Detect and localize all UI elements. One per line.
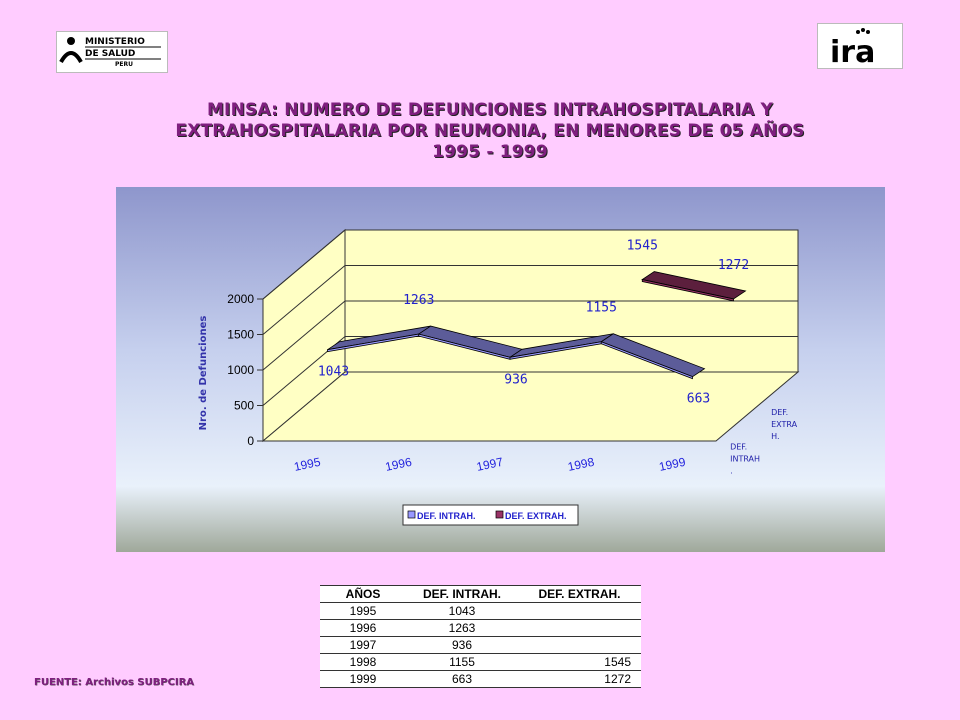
x-tick-label: 1995 (293, 455, 322, 474)
svg-text:PERU: PERU (115, 61, 133, 68)
table-cell-extrah (518, 636, 641, 654)
table-row: 1998 1155 1545 (320, 653, 641, 671)
data-table: AÑOS DEF. INTRAH. DEF. EXTRAH. 1995 1043… (320, 585, 641, 688)
svg-text:DE SALUD: DE SALUD (85, 49, 135, 59)
table-cell-intrah: 1263 (406, 619, 518, 637)
data-label: 1043 (318, 365, 349, 380)
data-label: 936 (504, 372, 527, 387)
x-tick-label: 1996 (384, 455, 413, 474)
title-line-3: 1995 - 1999 (432, 142, 548, 162)
chart-title: MINSA: NUMERO DE DEFUNCIONES INTRAHOSPIT… (110, 100, 870, 163)
legend-label: DEF. INTRAH. (417, 511, 476, 521)
table-cell-year: 1997 (320, 636, 406, 654)
table-row: 1999 663 1272 (320, 670, 641, 688)
gridline (262, 300, 798, 371)
svg-text:ira: ira (830, 35, 875, 68)
gridline (262, 336, 798, 406)
table-cell-year: 1999 (320, 670, 406, 688)
depth-axis-label: DEF. (730, 443, 747, 452)
table-cell-year: 1996 (320, 619, 406, 637)
title-line-2: EXTRAHOSPITALARIA POR NEUMONIA, EN MENOR… (175, 121, 805, 141)
table-cell-intrah: 663 (406, 670, 518, 688)
gridline (262, 229, 798, 300)
chart-svg: 0 500 1000 1500 2000 Nro. de Defunciones 1995 1… (116, 187, 885, 552)
table-header: DEF. INTRAH. (406, 585, 518, 603)
y-tick-label: 2000 (227, 292, 254, 306)
table-header-row: AÑOS DEF. INTRAH. DEF. EXTRAH. (320, 585, 641, 603)
depth-axis-label: DEF. (771, 408, 788, 417)
table-cell-intrah: 1155 (406, 653, 518, 671)
table-row: 1997 936 (320, 636, 641, 654)
table-cell-extrah: 1272 (518, 670, 641, 688)
minsa-logo: MINISTERIO DE SALUD PERU (56, 31, 168, 73)
svg-text:MINISTERIO: MINISTERIO (85, 37, 145, 47)
legend-label: DEF. EXTRAH. (505, 511, 567, 521)
x-tick-label: 1997 (475, 455, 504, 474)
floor (261, 371, 800, 442)
depth-axis-label: . (730, 467, 733, 476)
x-tick-label: 1999 (658, 455, 687, 474)
data-label: 1545 (627, 239, 658, 254)
y-tick-label: 1500 (227, 328, 254, 342)
data-label: 1155 (586, 301, 617, 316)
table-cell-intrah: 936 (406, 636, 518, 654)
table-cell-extrah (518, 619, 641, 637)
gridline (262, 265, 798, 335)
x-tick-label: 1998 (566, 455, 595, 474)
y-tick-label: 1000 (227, 363, 254, 377)
depth-axis-label: INTRAH (730, 455, 760, 464)
table-cell-intrah: 1043 (406, 602, 518, 620)
data-label: 1272 (718, 258, 749, 273)
series-ribbon-front (600, 341, 693, 380)
title-line-1: MINSA: NUMERO DE DEFUNCIONES INTRAHOSPIT… (206, 100, 774, 120)
y-axis-title: Nro. de Defunciones (198, 316, 209, 431)
y-tick-label: 0 (247, 434, 254, 448)
chart-area: 0 500 1000 1500 2000 Nro. de Defunciones 1995 1… (116, 187, 885, 552)
y-tick-label: 500 (234, 399, 254, 413)
legend-swatch (495, 510, 504, 519)
source-note: FUENTE: Archivos SUBPCIRA (34, 677, 195, 688)
table-cell-extrah (518, 602, 641, 620)
table-row: 1996 1263 (320, 619, 641, 637)
ira-logo: ira (817, 23, 903, 70)
legend-box (402, 504, 579, 526)
table-cell-year: 1995 (320, 602, 406, 620)
depth-axis-label: EXTRA (771, 420, 798, 429)
legend-swatch (407, 510, 416, 519)
series-ribbon-front (641, 279, 734, 302)
data-label: 1263 (403, 293, 434, 308)
data-label: 663 (687, 392, 710, 407)
table-cell-year: 1998 (320, 653, 406, 671)
table-row: 1995 1043 (320, 602, 641, 620)
table-cell-extrah: 1545 (518, 653, 641, 671)
depth-axis-label: H. (771, 432, 779, 441)
table-header: AÑOS (320, 585, 406, 603)
table-header: DEF. EXTRAH. (518, 585, 641, 603)
